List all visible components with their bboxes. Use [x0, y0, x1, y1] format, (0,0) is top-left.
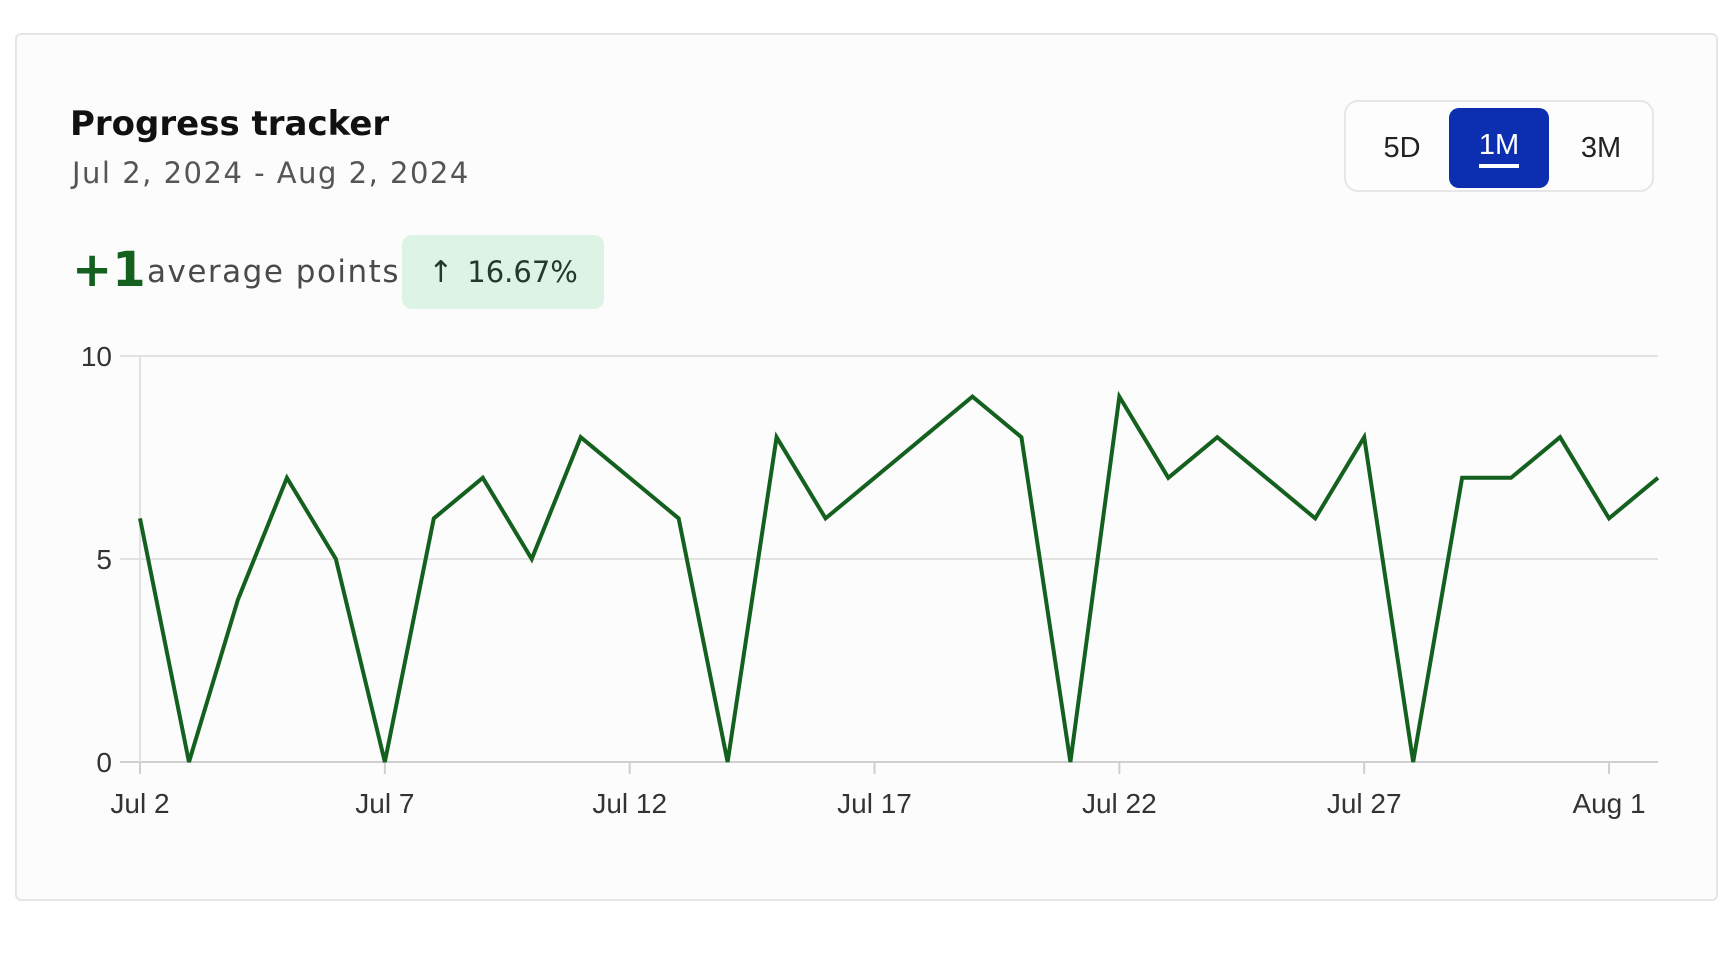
x-tick-label-Jul-12: Jul 12: [592, 788, 667, 819]
arrow-up-icon: ↑: [428, 254, 454, 290]
x-tick-label-Jul-17: Jul 17: [837, 788, 912, 819]
card-title: Progress tracker: [70, 104, 390, 144]
chart-series: [138, 390, 1660, 763]
date-range: Jul 2, 2024 - Aug 2, 2024: [72, 156, 470, 190]
range-5d-label: 5D: [1383, 131, 1421, 164]
range-5d-button[interactable]: 5D: [1352, 108, 1452, 188]
range-1m-button[interactable]: 1M: [1449, 108, 1549, 188]
range-selector: 5D 1M 3M: [1344, 100, 1654, 192]
y-tick-label-5: 5: [96, 544, 112, 575]
range-1m-label: 1M: [1478, 129, 1520, 168]
range-3m-button[interactable]: 3M: [1551, 108, 1651, 188]
x-tick-label-Aug-1: Aug 1: [1572, 788, 1645, 819]
y-tick-label-0: 0: [96, 747, 112, 778]
y-axis-ticks: 0 5 10: [81, 341, 112, 778]
summary-value: +1: [72, 242, 146, 298]
x-tick-label-Jul-2: Jul 2: [110, 788, 169, 819]
x-tick-label-Jul-7: Jul 7: [355, 788, 414, 819]
x-tick-label-Jul-27: Jul 27: [1327, 788, 1402, 819]
y-tick-label-10: 10: [81, 341, 112, 372]
range-3m-label: 3M: [1580, 131, 1622, 164]
chart-grid: [120, 355, 1658, 763]
change-badge: ↑ 16.67%: [402, 235, 604, 309]
summary-label: average points: [147, 254, 400, 290]
x-tick-label-Jul-22: Jul 22: [1082, 788, 1157, 819]
x-axis-ticks: Jul 2 Jul 7 Jul 12 Jul 17 Jul 22 Jul 27 Aug 1: [110, 762, 1646, 819]
change-value: 16.67%: [467, 255, 578, 289]
series-line-0: [138, 390, 1660, 763]
